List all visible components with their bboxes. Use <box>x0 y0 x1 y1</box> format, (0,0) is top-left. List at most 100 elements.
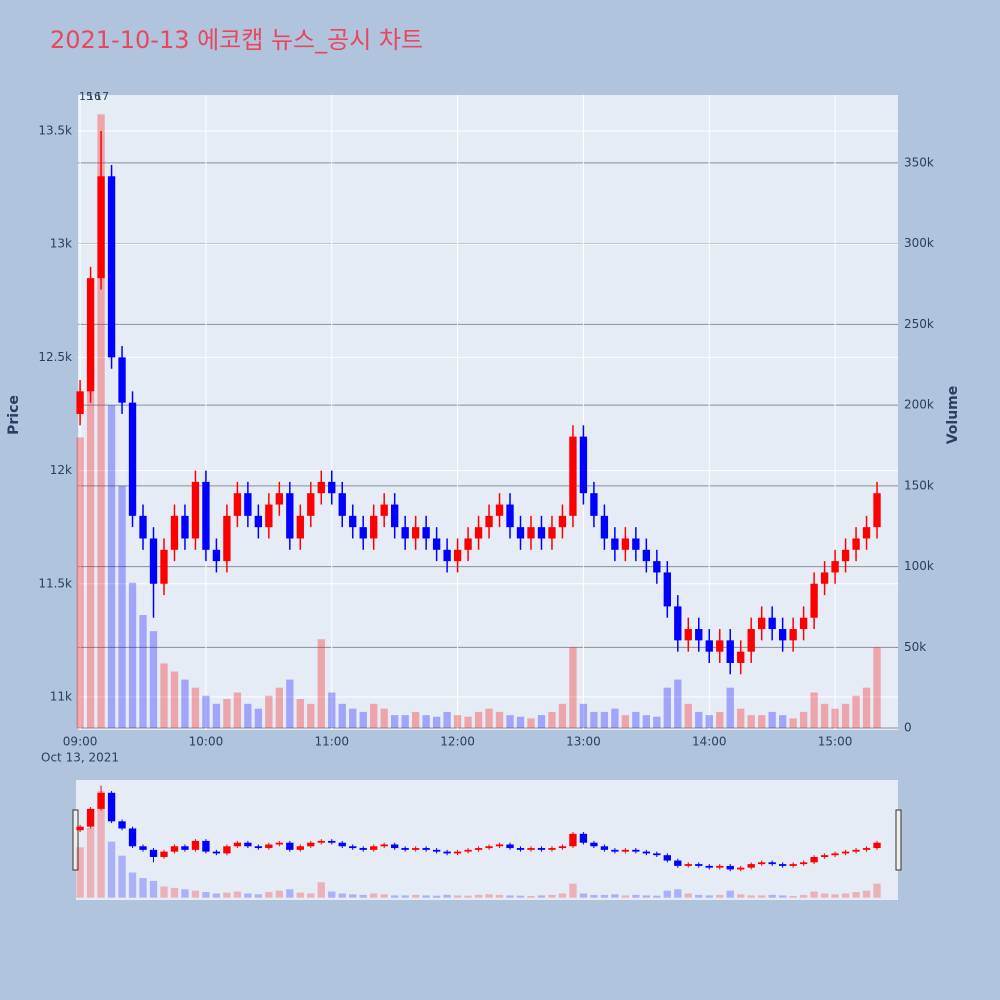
mini-candle-body <box>149 849 158 857</box>
mini-volume-bar <box>107 841 116 898</box>
volume-bar <box>642 715 651 729</box>
annotation: 16 <box>87 90 101 103</box>
candle-body <box>265 504 273 528</box>
candle-body <box>128 402 137 516</box>
candle-body <box>705 640 713 652</box>
range-handle[interactable] <box>895 809 902 871</box>
candle-body <box>716 640 724 652</box>
range-handle[interactable] <box>72 809 79 871</box>
mini-volume-bar <box>181 889 189 898</box>
mini-volume-bar <box>747 895 755 898</box>
candle-body <box>139 515 147 539</box>
mini-candle-body <box>548 848 556 850</box>
y2-tick-label: 50k <box>904 640 926 654</box>
y-tick-label: 11k <box>50 689 72 703</box>
candle-body <box>516 527 525 539</box>
mini-candle-body <box>527 848 535 850</box>
volume-bar <box>76 437 84 729</box>
mini-volume-bar <box>370 893 378 898</box>
candle-body <box>443 549 451 562</box>
candle-body <box>359 527 367 539</box>
mini-candle-body <box>684 864 692 866</box>
mini-volume-bar <box>695 894 703 898</box>
mini-volume-bar <box>265 892 273 898</box>
mini-candle-body <box>841 851 850 854</box>
mini-volume-bar <box>359 894 367 898</box>
volume-bar <box>695 711 703 729</box>
volume-bar <box>516 716 525 729</box>
volume-bar <box>443 711 451 729</box>
range-slider[interactable] <box>76 780 898 900</box>
volume-bar <box>569 647 577 729</box>
mini-candle-body <box>516 848 525 850</box>
mini-volume-bar <box>558 893 567 898</box>
mini-candle-body <box>474 848 483 850</box>
volume-bar <box>118 485 126 729</box>
candle-body <box>758 617 766 630</box>
y-axis-title: Price <box>6 395 22 435</box>
mini-volume-bar <box>569 883 577 898</box>
mini-candle-body <box>726 865 734 870</box>
mini-candle-body <box>422 848 430 850</box>
mini-candle-body <box>212 851 221 854</box>
volume-bar <box>401 715 409 729</box>
volume-bar <box>862 687 871 729</box>
mini-candle-body <box>495 844 504 847</box>
mini-candle-body <box>359 848 367 850</box>
candle-body <box>820 572 829 584</box>
mini-volume-bar <box>611 894 619 898</box>
candle-body <box>212 549 221 562</box>
mini-volume-bar <box>76 847 84 898</box>
mini-candle-body <box>391 844 399 849</box>
mini-volume-bar <box>401 895 409 898</box>
mini-volume-bar <box>799 894 808 898</box>
candle-body <box>684 629 692 641</box>
candle-body <box>191 481 200 539</box>
candle-body <box>432 538 441 550</box>
y-tick-label: 12k <box>50 463 72 477</box>
mini-candle-body <box>485 846 493 849</box>
mini-candle-body <box>852 849 860 852</box>
y2-tick-label: 250k <box>904 317 934 331</box>
volume-bar <box>286 679 294 729</box>
candle-body <box>558 515 567 528</box>
volume-bar <box>737 708 745 729</box>
volume-bar <box>506 715 514 729</box>
mini-candle-body <box>621 849 630 852</box>
mini-volume-bar <box>128 872 137 898</box>
mini-candle-body <box>349 846 357 849</box>
volume-bar <box>107 405 116 729</box>
annotation: 17 <box>95 90 109 103</box>
volume-bar <box>621 715 630 729</box>
mini-candle-body <box>778 864 787 866</box>
mini-candle-body <box>244 842 252 847</box>
x-tick-label: 09:00 <box>63 735 98 749</box>
mini-candle-body <box>831 853 839 856</box>
candle-body <box>391 504 399 528</box>
volume-bar <box>600 711 609 729</box>
candle-body <box>831 561 839 573</box>
volume-bar <box>411 711 420 729</box>
candle-body <box>233 493 242 516</box>
volume-bar <box>296 698 304 729</box>
volume-bar <box>841 703 850 729</box>
mini-candle-body <box>747 864 755 868</box>
mini-volume-bar <box>789 895 797 898</box>
volume-bar <box>611 708 619 729</box>
volume-bar <box>254 708 263 729</box>
x-tick-label: 15:00 <box>818 735 853 749</box>
candle-body <box>474 527 483 539</box>
mini-candle-body <box>307 842 315 847</box>
mini-candle-body <box>862 848 871 850</box>
volume-bar <box>831 708 839 729</box>
mini-volume-bar <box>296 892 304 898</box>
mini-candle-body <box>453 851 462 854</box>
volume-bar <box>495 711 504 729</box>
candle-body <box>160 549 168 584</box>
volume-bar <box>663 687 671 729</box>
volume-bar <box>716 711 724 729</box>
mini-candle-body <box>97 792 105 809</box>
mini-candle-body <box>370 846 378 850</box>
mini-volume-bar <box>244 893 252 898</box>
candle-body <box>737 651 745 663</box>
